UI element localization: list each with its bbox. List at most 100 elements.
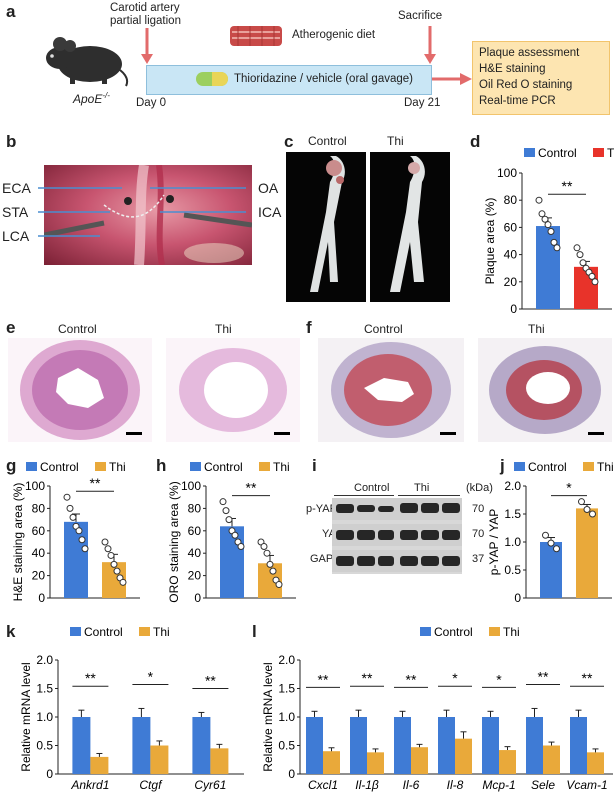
y-tick-label: 100 [181,479,201,493]
outcome-item: Plaque assessment [479,47,580,59]
bar-control [438,717,455,774]
oro-section-control [331,342,456,438]
y-tick-label: 2.0 [278,653,295,667]
outcome-box: Plaque assessment H&E staining Oil Red O… [472,41,610,115]
vessel-shape-control [310,156,345,292]
bar-thi [455,738,472,774]
y-tick-label: 0 [194,591,201,605]
significance-mark: ** [318,671,329,687]
pill-icon [196,72,228,86]
oro-photo-thi [478,338,612,442]
data-point [263,549,271,557]
i-row-label: p-YAP [306,503,337,515]
diet-label: Atherogenic diet [292,29,376,41]
data-point [113,567,121,575]
bar-thi [210,748,229,774]
bar-control [540,542,562,598]
y-axis-label: p-YAP / YAP [487,509,501,575]
bar-thi [90,756,109,774]
data-point [107,551,115,559]
label-ica: ICA [258,204,282,220]
y-tick-label: 0 [38,591,45,605]
legend-label-thi: Thi [153,625,170,639]
i-row-kda: 37 [472,553,485,565]
data-point [579,259,587,267]
legend-swatch-thi [259,462,270,471]
bar-control [536,226,560,309]
oro-photo-control [318,338,464,442]
x-tick-label: Il-6 [403,778,420,792]
legend-swatch-thi [583,462,594,471]
bar-thi [411,747,428,774]
e-control-label: Control [58,322,97,336]
bar-control [570,717,587,774]
data-point [75,527,83,535]
y-tick-label: 0 [510,302,517,313]
y-tick-label: 20 [32,569,46,583]
y-tick-label: 80 [32,501,46,515]
y-axis-label: ORO staining area (%) [167,481,181,602]
data-point [547,539,555,547]
bar-control [394,717,411,774]
ligation-label-2: partial ligation [110,15,181,27]
y-tick-label: 100 [497,166,517,180]
significance-mark: ** [90,475,101,491]
f-control-label: Control [364,322,403,336]
i-kda-label: (kDa) [466,482,493,494]
he-photo-control [8,338,152,442]
y-tick-label: 1.0 [278,710,295,724]
bar-control [306,717,323,774]
bar-thi [499,750,516,774]
y-tick-label: 100 [25,479,45,493]
panel-label-h: h [156,456,167,475]
panel-label-l: l [252,622,257,641]
significance-mark: ** [246,480,257,496]
legend-swatch-control [420,627,431,636]
he-section-thi [179,348,290,435]
y-tick-label: 20 [188,569,202,583]
x-tick-label: Vcam-1 [566,778,607,792]
outcome-item: Oil Red O staining [479,79,573,91]
he-photo-thi [166,338,300,442]
data-point [553,545,560,553]
c-thi-label: Thi [387,134,404,148]
label-lca: LCA [2,228,30,244]
i-row-kda: 70 [472,528,485,540]
y-tick-label: 80 [504,193,518,207]
y-tick-label: 1.0 [504,535,521,549]
y-tick-label: 40 [32,546,46,560]
y-axis-label: Relative mRNA level [261,662,275,771]
data-point [266,560,274,568]
day21-label: Day 21 [404,97,441,109]
data-point [573,244,581,252]
timeline-bar [146,65,432,95]
outcome-arrow [432,73,472,85]
data-point [219,498,227,506]
y-axis-label: Plaque area (%) [483,198,497,285]
data-point [101,538,109,546]
data-point [535,196,543,204]
c-control-label: Control [308,134,347,148]
outcome-item: Real-time PCR [479,95,556,107]
data-point [69,513,77,521]
data-point [588,272,596,280]
data-point [237,542,245,550]
significance-mark: * [452,670,458,686]
chart-j: Control Thi 0 0.5 1.0 1.5 2.0 p-YAP / YAP * [487,460,614,605]
panel-label-e: e [6,318,16,337]
y-tick-label: 1.5 [278,682,295,696]
legend-label-control: Control [84,625,123,639]
data-point [78,536,86,544]
data-point [269,567,277,575]
y-tick-label: 60 [188,524,202,538]
bar-control [64,521,88,598]
panel-label-c: c [284,132,294,151]
bar-control [72,717,91,774]
i-thi-line [398,495,460,496]
e-thi-label: Thi [215,322,232,336]
data-point [110,560,118,568]
y-tick-label: 20 [504,275,518,289]
vessel-shape-thi [390,156,425,292]
